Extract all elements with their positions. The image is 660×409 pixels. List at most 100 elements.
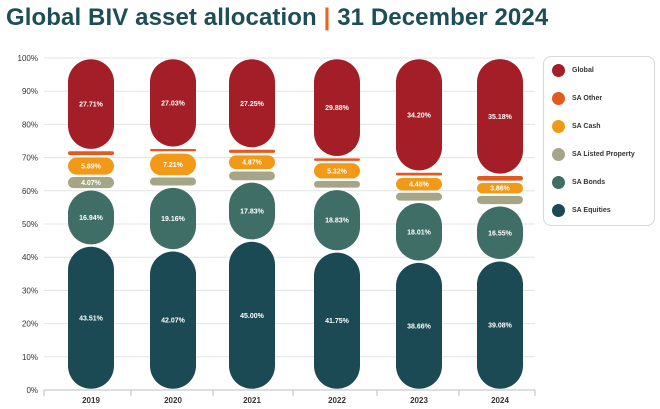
legend: Global SA Other SA Cash SA Listed Property S…: [543, 56, 655, 226]
data-label: 5.32%: [327, 168, 348, 175]
grid-layer: [43, 57, 536, 396]
bar-segment: [314, 252, 360, 389]
y-tick-label: 40%: [22, 253, 38, 262]
legend-label: SA Listed Property: [572, 150, 635, 158]
x-tick-label: 2023: [410, 396, 428, 405]
legend-item: SA Cash: [552, 117, 601, 135]
y-tick-label: 20%: [22, 320, 38, 329]
bar-segment: [150, 251, 196, 389]
legend-item: SA Other: [552, 89, 602, 107]
bar-segment: [314, 180, 360, 188]
bar-segment: [229, 149, 275, 153]
bar-segment: [229, 241, 275, 389]
title-main: Global BIV asset allocation: [6, 4, 317, 31]
legend-swatch: [552, 119, 565, 133]
chart-title: Global BIV asset allocation | 31 Decembe…: [6, 4, 548, 32]
y-tick-label: 90%: [22, 87, 38, 96]
data-label: 27.25%: [240, 101, 265, 108]
y-tick-label: 70%: [22, 154, 38, 163]
data-label: 3.86%: [490, 186, 511, 193]
legend-label: SA Equities: [572, 206, 611, 214]
bar-segment: [229, 155, 275, 170]
data-label: 34.20%: [407, 112, 432, 119]
y-tick-label: 100%: [18, 54, 38, 63]
bar-segment: [396, 203, 442, 261]
data-label: 16.94%: [79, 215, 104, 222]
bar-segment: [68, 59, 114, 149]
x-tick-label: 2022: [328, 396, 346, 405]
title-date: 31 December 2024: [337, 4, 549, 31]
bar-segment: [396, 172, 442, 176]
y-tick-label: 60%: [22, 187, 38, 196]
y-tick-label: 30%: [22, 286, 38, 295]
bar-segment: [68, 246, 114, 389]
bar-segment: [150, 177, 196, 186]
legend-swatch: [552, 175, 565, 189]
x-tick-label: 2019: [82, 396, 100, 405]
bar-segment: [396, 262, 442, 389]
bar-segment: [396, 177, 442, 191]
bar-segment: [477, 206, 523, 260]
legend-item: SA Bonds: [552, 173, 605, 191]
y-axis-ticks: 0% 10% 20% 30% 40% 50% 60% 70% 80% 90% 100%: [18, 54, 38, 395]
bars-layer: 43.51%16.94%4.07%5.89%1.87%27.71%42.07%1…: [68, 59, 523, 389]
data-label: 45.00%: [240, 313, 265, 320]
legend-label: SA Cash: [572, 122, 601, 130]
bar-segment: [477, 261, 523, 389]
legend-item: SA Listed Property: [552, 145, 635, 163]
data-label: 43.51%: [79, 315, 104, 322]
data-label: 29.88%: [325, 105, 350, 112]
data-label: 27.71%: [79, 102, 104, 109]
data-label: 27.03%: [161, 100, 186, 107]
bar-segment: [150, 59, 196, 147]
data-label: 4.48%: [409, 182, 430, 189]
bar-segment: [314, 190, 360, 251]
data-label: 18.83%: [325, 218, 350, 225]
stacked-bar-chart: 0% 10% 20% 30% 40% 50% 60% 70% 80% 90% 100% 43.51%…: [18, 54, 536, 405]
y-tick-label: 10%: [22, 353, 38, 362]
bar-segment: [229, 59, 275, 148]
title-separator: |: [323, 4, 331, 31]
bar-segment: [477, 195, 523, 205]
legend-item: Global: [552, 61, 594, 79]
legend-swatch: [552, 91, 565, 105]
legend-label: SA Other: [572, 94, 603, 102]
x-tick-label: 2021: [243, 396, 261, 405]
legend-item: SA Equities: [552, 201, 611, 219]
bar-segment: [68, 190, 114, 245]
data-label: 38.66%: [407, 323, 432, 330]
data-label: 4.87%: [242, 160, 263, 167]
x-tick-label: 2024: [491, 396, 509, 405]
data-label: 35.18%: [488, 114, 513, 121]
data-label: 7.21%: [163, 162, 184, 169]
data-label: 17.83%: [240, 209, 265, 216]
x-tick-label: 2020: [164, 396, 182, 405]
y-tick-label: 50%: [22, 220, 38, 229]
bar-segment: [150, 187, 196, 250]
data-label: 5.89%: [81, 164, 102, 171]
data-label: 16.55%: [488, 230, 513, 237]
bar-segment: [150, 148, 196, 152]
y-tick-label: 80%: [22, 120, 38, 129]
legend-swatch: [552, 63, 565, 77]
data-label: 39.08%: [488, 323, 513, 330]
data-label: 4.07%: [81, 180, 102, 187]
bar-segment: [229, 171, 275, 181]
bar-segment: [68, 176, 114, 189]
data-label: 19.16%: [161, 216, 186, 223]
bar-segment: [314, 163, 360, 179]
data-label: 18.01%: [407, 229, 432, 236]
legend-swatch: [552, 147, 565, 161]
legend-label: SA Bonds: [572, 178, 606, 186]
bar-segment: [229, 182, 275, 240]
bar-segment: [314, 158, 360, 161]
y-tick-label: 0%: [26, 386, 38, 395]
x-axis-ticks: 2019 2020 2021 2022 2023 2024: [82, 396, 509, 405]
bar-segment: [150, 153, 196, 176]
bar-segment: [477, 59, 523, 174]
legend-swatch: [552, 203, 565, 217]
bar-segment: [396, 192, 442, 201]
bar-segment: [477, 183, 523, 194]
bar-segment: [68, 151, 114, 156]
bar-segment: [477, 175, 523, 181]
